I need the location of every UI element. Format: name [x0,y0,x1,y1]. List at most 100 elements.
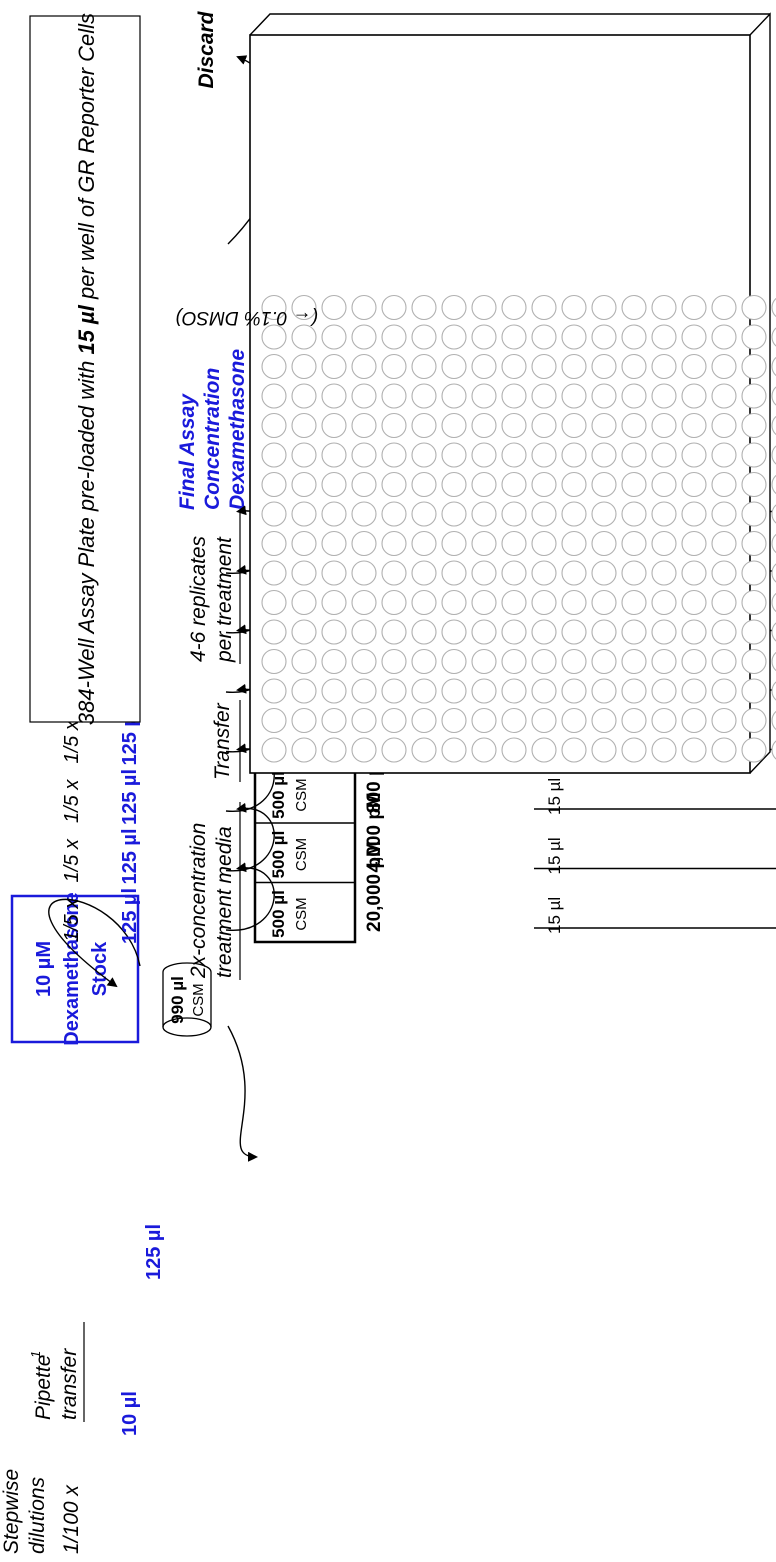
plate-caption-frame [29,15,141,723]
empty-well [291,383,317,409]
empty-well [561,324,587,350]
empty-well [441,471,467,498]
empty-well [261,560,287,586]
empty-well [261,412,287,439]
empty-well [351,707,377,734]
empty-well [591,678,617,704]
empty-well [381,442,407,468]
empty-well [651,560,677,586]
empty-well [411,648,437,675]
empty-well [351,324,377,350]
stock-line3: Stock [89,941,111,996]
replicates-header-line1: 4-6 replicates [187,535,210,662]
pipette-header-line2: transfer [58,1348,81,1420]
empty-well [351,383,377,409]
empty-well [381,471,407,498]
empty-well [561,294,587,321]
empty-well [321,619,347,645]
empty-well [771,589,776,616]
empty-well [441,442,467,468]
final-header-line2: Concentration [201,368,224,510]
empty-well [771,707,776,734]
empty-well [651,471,677,498]
final-header-line3: Dexamethasone [226,349,249,510]
empty-well [711,737,737,763]
empty-well [261,501,287,527]
empty-well [441,737,467,763]
empty-well [381,501,407,527]
empty-well [321,471,347,498]
empty-well [351,294,377,321]
empty-well [321,353,347,380]
empty-well [351,648,377,675]
tube-body [162,962,212,1027]
empty-well [771,560,776,586]
stock-box: 10 µM Dexamethasone Stock [10,892,140,1046]
empty-well [291,560,317,586]
empty-well [441,589,467,616]
empty-well [381,678,407,704]
empty-well [321,737,347,763]
empty-well [501,589,527,616]
empty-well [441,324,467,350]
empty-well [381,383,407,409]
empty-well [741,707,767,734]
empty-well [621,383,647,409]
empty-well [651,383,677,409]
empty-well [501,737,527,763]
empty-well [591,442,617,468]
empty-well [561,412,587,439]
tube-media: CSM [190,983,207,1016]
empty-well [681,294,707,321]
empty-well [591,471,617,498]
empty-well [741,324,767,350]
plate-caption-suffix: per well of GR Reporter Cells [74,13,99,305]
empty-well [561,471,587,498]
empty-well [441,648,467,675]
empty-well [351,471,377,498]
empty-well [321,501,347,527]
stock-line2: Dexamethasone [61,892,83,1045]
tube-volume: 990 µl [168,976,187,1024]
empty-well [291,589,317,616]
pipette-volume: 125 µl [119,709,141,765]
empty-well [471,737,497,763]
empty-well [531,442,557,468]
empty-well [501,471,527,498]
empty-well [411,412,437,439]
tube-volume: 500 µl [269,771,288,819]
empty-well [501,294,527,321]
empty-well [501,560,527,586]
discard-label: Discard [195,10,218,88]
empty-well [621,412,647,439]
empty-well [621,560,647,586]
empty-well [621,294,647,321]
empty-well [411,678,437,704]
empty-well [651,412,677,439]
empty-well [621,737,647,763]
empty-well [501,501,527,527]
dilution-factor: 1/5 x [61,838,83,882]
final-header-line1: Final Assay [176,393,199,510]
empty-well [411,589,437,616]
empty-well [291,412,317,439]
media-header-line2: treatment media [213,826,236,978]
empty-well [741,294,767,321]
empty-well [651,353,677,380]
empty-well [501,648,527,675]
empty-well [381,353,407,380]
empty-well [321,442,347,468]
first-transfer-volume: 10 µl [119,1391,141,1436]
first-dilution-factor: 1/100 x [60,1484,83,1554]
stepwise-header-line1: Stepwise [0,1469,23,1554]
empty-well [561,560,587,586]
empty-well [591,353,617,380]
empty-well [741,619,767,645]
empty-well [561,353,587,380]
empty-well [381,589,407,616]
well-transfer-volume: 15 µl [545,897,564,934]
empty-well [381,619,407,645]
stock-line1: 10 µM [33,941,55,997]
empty-well [561,648,587,675]
